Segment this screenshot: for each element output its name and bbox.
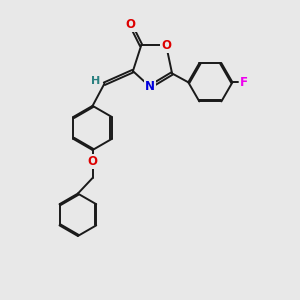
Text: O: O [88, 155, 98, 168]
Text: H: H [91, 76, 100, 86]
Text: O: O [161, 39, 171, 52]
Text: F: F [240, 76, 248, 89]
Text: O: O [126, 18, 136, 32]
Text: N: N [145, 80, 155, 93]
